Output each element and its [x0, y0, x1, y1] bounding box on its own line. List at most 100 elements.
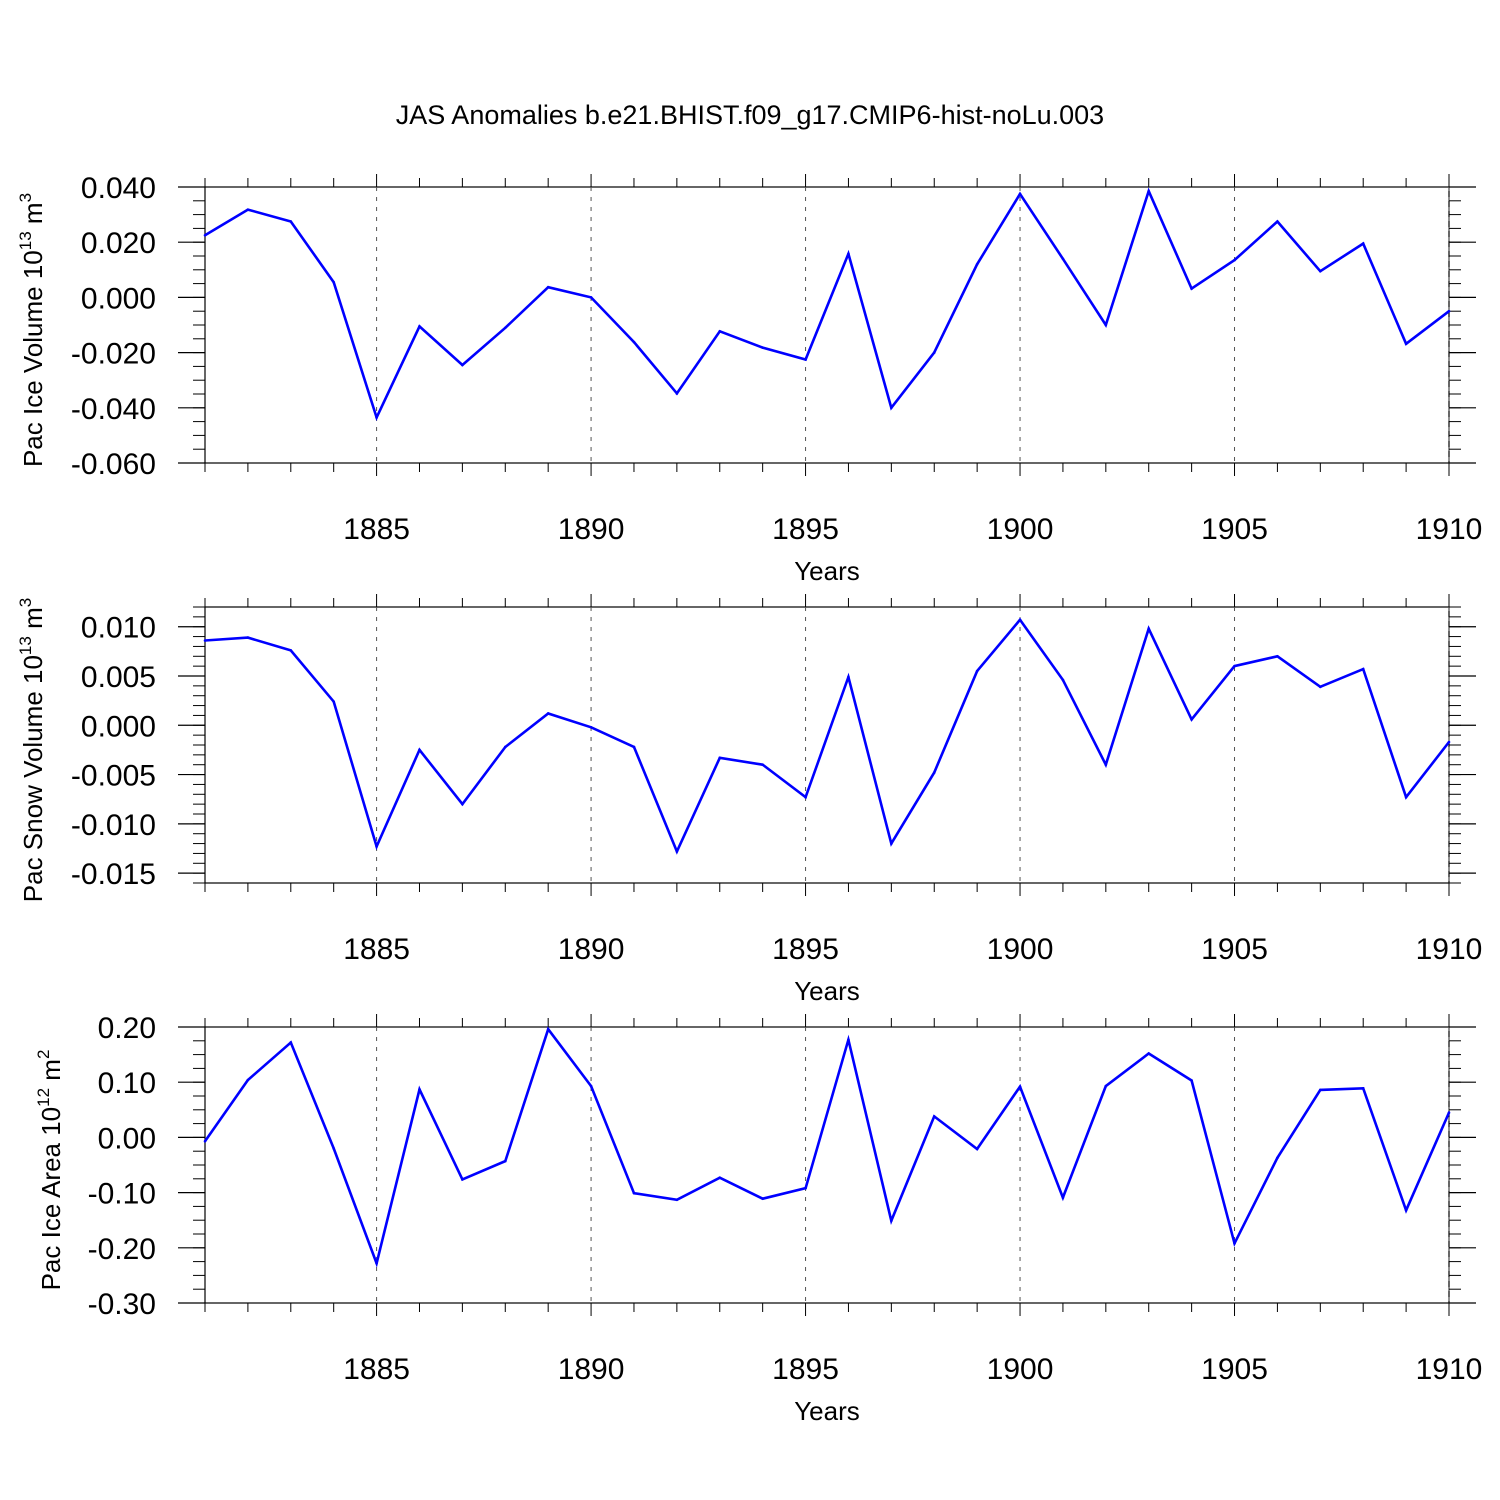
data-point [332, 1147, 335, 1150]
y-axis-title-exponent: 13 [16, 231, 35, 250]
data-point [675, 1198, 679, 1202]
data-point [1404, 1208, 1408, 1212]
x-tick-label: 1910 [1416, 1353, 1483, 1386]
x-tick-label: 1900 [987, 933, 1054, 966]
data-point [461, 802, 464, 806]
data-point [1233, 1242, 1236, 1245]
data-point [932, 1115, 936, 1118]
y-axis-title-text: Pac Ice Volume 10 [18, 250, 48, 467]
panel-2: -0.015 -0.010 -0.005 0.000 0.005 0.010 1885 189… [16, 594, 1482, 1006]
data-point [546, 712, 550, 715]
data-point [1018, 192, 1022, 196]
y-tick-label: -0.040 [71, 393, 156, 426]
data-point [503, 326, 507, 330]
y-tick-label: -0.30 [88, 1288, 156, 1321]
data-point [1147, 189, 1151, 193]
data-point [1018, 618, 1022, 622]
series-line [203, 1026, 1451, 1268]
y-tick-label: 0.040 [81, 172, 156, 205]
data-point [375, 416, 378, 419]
x-tick-label: 1895 [772, 1353, 839, 1386]
data-point [1104, 763, 1108, 767]
data-point [203, 1139, 207, 1143]
data-point [1104, 1084, 1108, 1088]
y-tick-label: -0.015 [71, 858, 156, 891]
y-axis-title: Pac Ice Volume 1013 m3 [16, 193, 48, 467]
data-point [289, 1041, 293, 1044]
data-point [503, 745, 507, 749]
data-point [461, 1178, 464, 1181]
data-point [1361, 242, 1365, 245]
x-tick-label: 1890 [558, 1353, 625, 1386]
chart-title: JAS Anomalies b.e21.BHIST.f09_g17.CMIP6-… [396, 100, 1104, 130]
y-tick-label: -0.10 [88, 1178, 156, 1211]
data-point [975, 1147, 979, 1151]
data-point [589, 296, 593, 299]
data-point [418, 325, 421, 328]
y-tick-label: -0.005 [71, 760, 156, 793]
panel-1: -0.060 -0.040 -0.020 0.000 0.020 0.040 1885 189… [16, 172, 1482, 586]
data-point [203, 639, 207, 642]
data-point [1447, 740, 1451, 744]
y-tick-label: 0.20 [98, 1012, 156, 1045]
y-axis-title-unit-exponent: 3 [16, 598, 35, 607]
data-point [418, 1088, 421, 1091]
y-axis-title-text: Pac Snow Volume 10 [18, 655, 48, 902]
data-point [461, 363, 464, 367]
y-axis-title-unit: m [36, 1059, 66, 1088]
data-point [1190, 1079, 1193, 1082]
y-axis-title-unit-exponent: 2 [34, 1050, 53, 1059]
data-point [761, 346, 764, 349]
data-point [1061, 1196, 1065, 1199]
y-tick-label: 0.00 [98, 1122, 156, 1155]
data-point [718, 756, 722, 760]
data-point [1319, 685, 1322, 689]
data-point [1404, 795, 1408, 799]
series-line [204, 187, 1450, 422]
data-point [718, 330, 722, 333]
data-point [847, 675, 850, 679]
y-axis-title-text: Pac Ice Area 10 [36, 1107, 66, 1291]
data-point [503, 1159, 507, 1163]
data-point [1361, 667, 1365, 671]
data-point [589, 725, 593, 729]
data-point [1104, 323, 1108, 327]
x-tick-label: 1905 [1201, 1353, 1268, 1386]
y-axis-title-unit-exponent: 3 [16, 193, 35, 202]
data-point [890, 842, 893, 845]
data-point [1061, 257, 1065, 261]
data-point [1319, 1088, 1322, 1092]
data-point [289, 220, 293, 223]
data-point [890, 406, 893, 410]
data-point [1018, 1085, 1022, 1088]
y-tick-label: 0.10 [98, 1067, 156, 1100]
data-point [932, 351, 936, 354]
data-point [718, 1176, 722, 1179]
x-tick-label: 1885 [343, 513, 410, 546]
data-point [1147, 1052, 1151, 1055]
data-point [804, 358, 807, 361]
y-axis-title-exponent: 13 [16, 636, 35, 655]
y-tick-label: -0.20 [88, 1233, 156, 1266]
y-tick-label: -0.060 [71, 448, 156, 481]
x-tick-label: 1910 [1416, 513, 1483, 546]
data-point [375, 845, 378, 848]
data-point [203, 234, 207, 237]
y-axis-title-exponent: 12 [34, 1088, 53, 1107]
data-point [1276, 654, 1279, 658]
data-point [761, 1197, 764, 1200]
data-point [890, 1219, 893, 1223]
x-tick-label: 1890 [558, 513, 625, 546]
data-point [375, 1261, 378, 1265]
x-tick-label: 1910 [1416, 933, 1483, 966]
data-point [1147, 627, 1151, 630]
data-point [1404, 342, 1408, 346]
y-tick-label: 0.010 [81, 612, 156, 645]
data-point [632, 1191, 636, 1195]
y-tick-label: 0.000 [81, 282, 156, 315]
data-point [932, 771, 936, 774]
data-point [246, 636, 250, 639]
x-axis-title: Years [794, 556, 860, 586]
data-point [847, 252, 850, 256]
